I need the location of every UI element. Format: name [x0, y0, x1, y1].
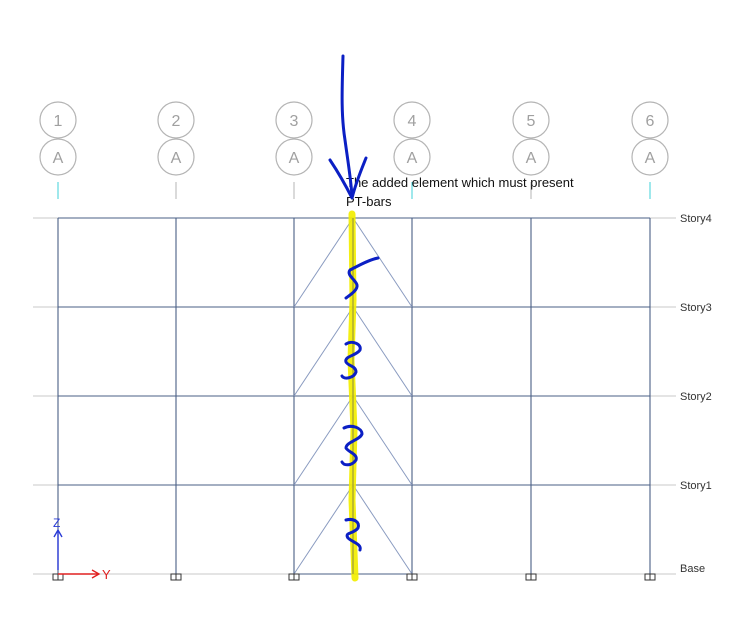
annotation-line-2: PT-bars	[346, 194, 392, 209]
axes-indicator: Z Y	[53, 516, 111, 582]
grid-number-4: 4	[408, 113, 417, 130]
support-4	[406, 573, 418, 581]
grid-bubble-1: 1 A	[39, 101, 77, 176]
story-labels: Story4 Story3 Story2 Story1 Base	[680, 213, 712, 575]
grid-bubble-2: 2 A	[157, 101, 195, 176]
y-axis-arrowhead	[91, 569, 101, 579]
grid-number-3: 3	[290, 113, 299, 130]
story-label-story3: Story3	[680, 302, 712, 314]
support-5	[525, 573, 537, 581]
hand-drawn-arrow	[328, 54, 368, 200]
support-2	[170, 573, 182, 581]
grid-ticks	[57, 182, 651, 199]
grid-number-2: 2	[172, 113, 181, 130]
squiggle-story3	[340, 340, 362, 380]
story-label-story1: Story1	[680, 480, 712, 492]
grid-bubble-4: 4 A	[393, 101, 431, 176]
grid-letter-4: A	[407, 150, 418, 167]
grid-letter-2: A	[171, 150, 182, 167]
base-supports	[52, 573, 656, 581]
arrow-shaft	[340, 54, 354, 198]
story-label-base: Base	[680, 563, 705, 575]
support-3	[288, 573, 300, 581]
grid-letter-1: A	[53, 150, 64, 167]
grid-letter-5: A	[526, 150, 537, 167]
story-label-story2: Story2	[680, 391, 712, 403]
story-label-story4: Story4	[680, 213, 712, 225]
y-axis-label: Y	[102, 567, 111, 582]
grid-bubble-5: 5 A	[512, 101, 550, 176]
grid-number-5: 5	[527, 113, 536, 130]
arrow-head	[328, 156, 368, 200]
grid-letter-6: A	[645, 150, 656, 167]
squiggle-story2	[340, 424, 364, 467]
support-6	[644, 573, 656, 581]
grid-bubble-3: 3 A	[275, 101, 313, 176]
grid-bubbles: 1 A 2 A 3 A 4 A 5 A	[39, 101, 669, 176]
squiggle-story1	[344, 518, 362, 552]
grid-number-6: 6	[646, 113, 655, 130]
annotation-line-1: The added element which must present	[346, 175, 574, 190]
grid-number-1: 1	[54, 113, 63, 130]
support-1	[52, 573, 64, 581]
squiggle-story4	[344, 256, 380, 300]
z-axis-label: Z	[53, 516, 60, 530]
grid-bubble-6: 6 A	[631, 101, 669, 176]
frame-columns	[57, 218, 651, 574]
hand-drawn-squiggles	[340, 256, 380, 552]
z-axis-arrowhead	[53, 528, 63, 538]
grid-letter-3: A	[289, 150, 300, 167]
